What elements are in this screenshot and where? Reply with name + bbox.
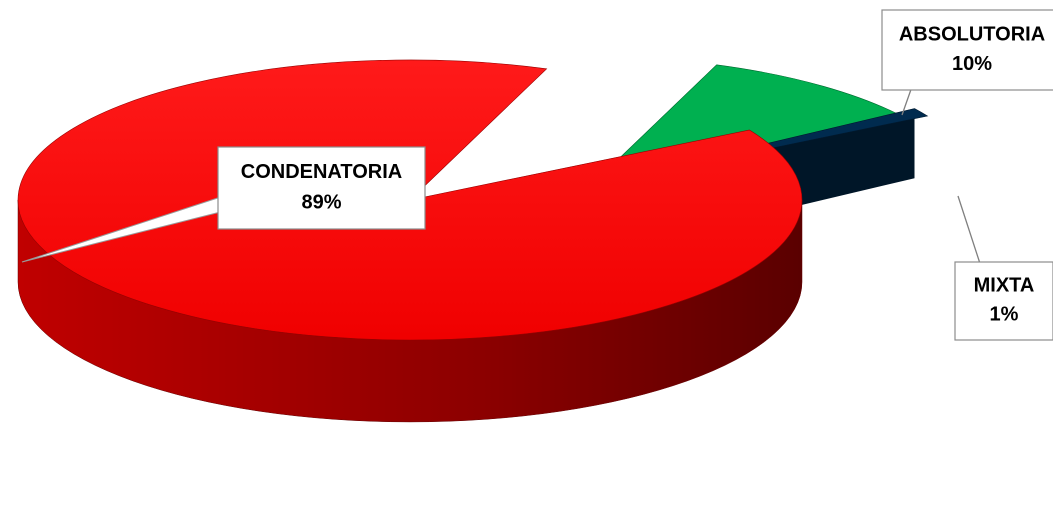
label-category-condenatoria: CONDENATORIA	[241, 161, 402, 183]
label-box-absolutoria	[881, 9, 1053, 91]
label-category-absolutoria: ABSOLUTORIA	[899, 23, 1045, 45]
data-labels: CONDENATORIA 89% ABSOLUTORIA 10% MIXTA 1%	[21, 9, 1053, 341]
label-value-condenatoria: 89%	[301, 192, 341, 214]
label-leader-mixta	[957, 195, 981, 263]
data-label-mixta: MIXTA 1%	[954, 195, 1053, 341]
pie-slices	[17, 59, 929, 423]
label-category-mixta: MIXTA	[974, 275, 1035, 297]
data-label-condenatoria: CONDENATORIA 89%	[21, 146, 426, 263]
label-value-mixta: 1%	[990, 304, 1019, 326]
label-leader-absolutoria	[901, 89, 912, 116]
label-box-mixta	[954, 261, 1053, 341]
data-label-absolutoria: ABSOLUTORIA 10%	[881, 9, 1053, 116]
label-value-absolutoria: 10%	[952, 53, 992, 75]
label-box-condenatoria	[217, 146, 426, 230]
